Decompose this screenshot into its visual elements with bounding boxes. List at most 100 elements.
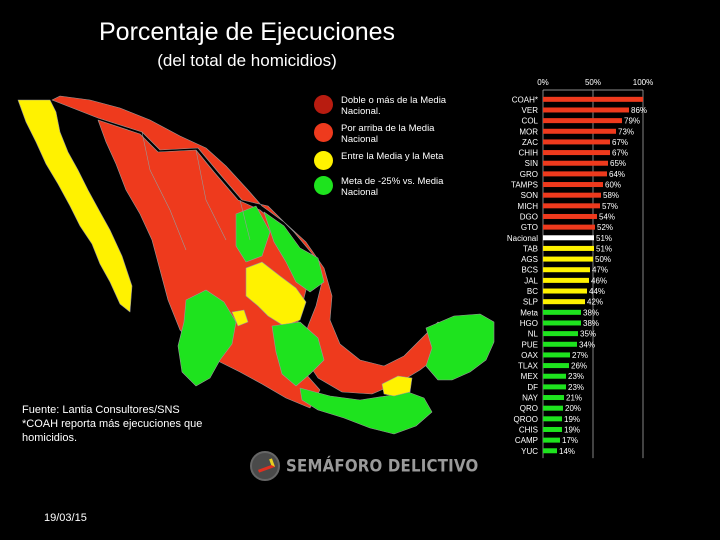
category-label: DF: [527, 383, 538, 392]
category-label: CAMP: [515, 436, 538, 445]
category-label: BCS: [522, 266, 538, 275]
source-note: Fuente: Lantia Consultores/SNS *COAH rep…: [22, 403, 202, 445]
category-label: COAH*: [512, 95, 538, 104]
category-label: TAMPS: [511, 181, 538, 190]
chart-title: Porcentaje de Ejecuciones: [98, 18, 396, 46]
map-region-green-ne: [263, 211, 325, 293]
bar: [543, 363, 569, 369]
map-region-yucatan: [425, 313, 495, 381]
category-label: PUE: [522, 340, 538, 349]
traffic-light-icon: [250, 451, 280, 481]
bar: [543, 224, 595, 230]
category-label: AGS: [521, 255, 538, 264]
bar: [543, 245, 594, 251]
category-label: GTO: [521, 223, 538, 232]
bar: [543, 309, 581, 315]
bar: [543, 405, 563, 411]
value-label: 51%: [596, 234, 612, 243]
bar: [543, 395, 564, 401]
value-label: 44%: [589, 287, 605, 296]
legend-swatch: [314, 176, 333, 195]
value-label: 14%: [559, 447, 575, 456]
x-tick-label: 50%: [585, 78, 601, 87]
bar: [543, 277, 589, 283]
value-label: 67%: [612, 149, 628, 158]
value-label: 35%: [580, 330, 596, 339]
value-label: 26%: [571, 362, 587, 371]
category-label: MEX: [521, 372, 539, 381]
category-label: HGO: [520, 319, 538, 328]
bar: [543, 288, 587, 294]
value-label: 17%: [562, 436, 578, 445]
bar: [543, 107, 629, 113]
category-label: TAB: [523, 244, 538, 253]
bar: [543, 256, 593, 262]
legend-swatch: [314, 95, 333, 114]
legend-item: Doble o más de la Media Nacional.: [314, 95, 464, 117]
value-label: 65%: [610, 159, 626, 168]
value-label: 67%: [612, 138, 628, 147]
legend-swatch: [314, 123, 333, 142]
bar: [543, 203, 600, 209]
bar: [543, 341, 577, 347]
category-label: QRO: [520, 404, 538, 413]
category-label: CHIS: [519, 425, 538, 434]
map-region-green-center: [271, 321, 325, 387]
value-label: 21%: [566, 394, 582, 403]
brand-logo: SEMÁFORO DELICTIVO: [250, 451, 478, 481]
brand-name: SEMÁFORO DELICTIVO: [286, 456, 479, 476]
legend-item: Por arriba de la Media Nacional: [314, 123, 464, 145]
category-label: JAL: [524, 276, 538, 285]
map-region-west: [97, 119, 321, 409]
legend: Doble o más de la Media Nacional. Por ar…: [314, 95, 464, 204]
value-label: 54%: [599, 212, 615, 221]
bar: [543, 235, 594, 241]
value-label: 52%: [597, 223, 613, 232]
map-region-green-north: [235, 205, 271, 263]
category-label: QROO: [514, 415, 538, 424]
date-label: 19/03/15: [44, 512, 87, 524]
value-label: 38%: [583, 319, 599, 328]
map-region-yellow-center: [245, 261, 307, 327]
legend-label: Doble o más de la Media Nacional.: [341, 95, 447, 117]
bar: [543, 426, 562, 432]
category-label: MOR: [519, 127, 538, 136]
value-label: 73%: [618, 127, 634, 136]
category-label: YUC: [521, 447, 538, 456]
category-label: NL: [528, 330, 539, 339]
map-region-green-south: [299, 387, 433, 435]
source-line: *COAH reporta más ejecuciones que: [22, 418, 203, 430]
value-label: 38%: [583, 308, 599, 317]
bar: [543, 150, 610, 156]
category-label: DGO: [520, 212, 538, 221]
bar: [543, 384, 566, 390]
category-label: SON: [521, 191, 539, 200]
legend-item: Entre la Media y la Meta: [314, 151, 464, 170]
value-label: 57%: [602, 202, 618, 211]
legend-label: Por arriba de la Media Nacional: [341, 123, 435, 145]
bar: [543, 352, 570, 358]
bar: [543, 182, 603, 188]
category-label: COL: [522, 117, 539, 126]
bar: [543, 299, 585, 305]
bar: [543, 331, 578, 337]
category-label: SLP: [523, 298, 538, 307]
category-label: Meta: [520, 308, 538, 317]
bar: [543, 96, 643, 102]
category-label: VER: [522, 106, 539, 115]
bar: [543, 448, 557, 454]
category-label: BC: [527, 287, 538, 296]
legend-item: Meta de -25% vs. Media Nacional: [314, 176, 464, 198]
bar: [543, 213, 597, 219]
bar: [543, 373, 566, 379]
bar: [543, 139, 610, 145]
legend-label: Meta de -25% vs. Media Nacional: [341, 176, 444, 198]
source-line: homicidios.: [22, 432, 78, 444]
value-label: 60%: [605, 181, 621, 190]
value-label: 58%: [603, 191, 619, 200]
value-label: 46%: [591, 276, 607, 285]
source-line: Fuente: Lantia Consultores/SNS: [22, 404, 180, 416]
value-label: 51%: [596, 244, 612, 253]
value-label: 19%: [564, 415, 580, 424]
